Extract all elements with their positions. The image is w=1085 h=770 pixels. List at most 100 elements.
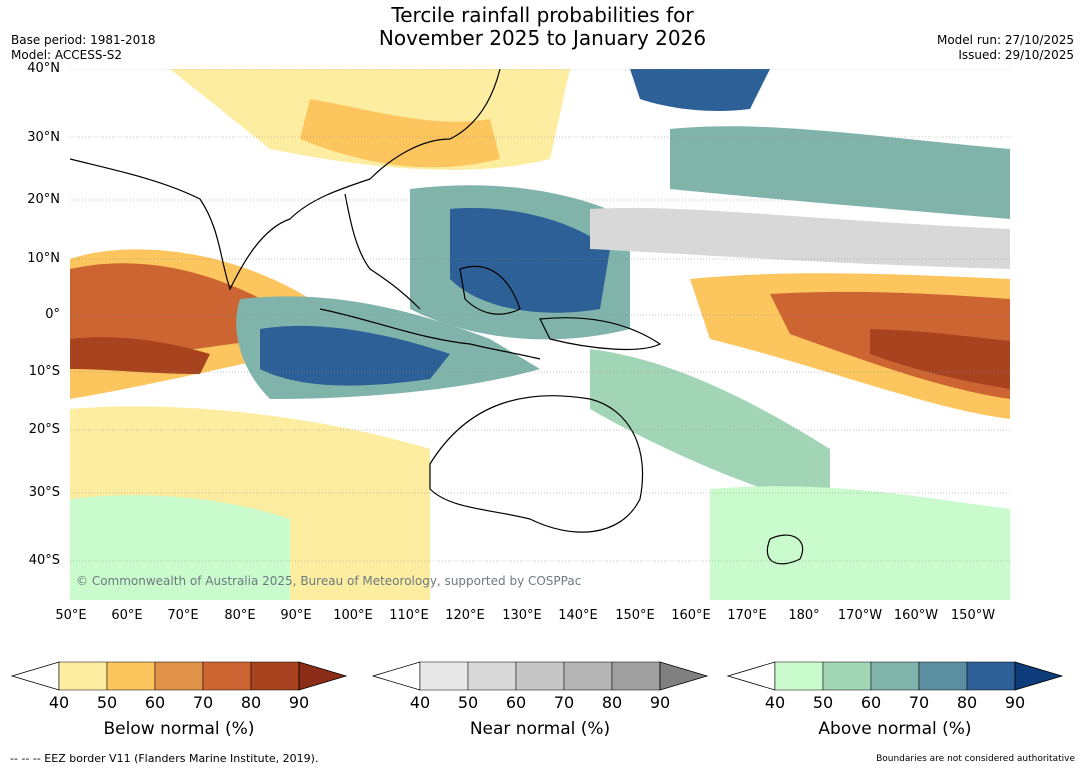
lon-label-170e: 170°E bbox=[727, 608, 767, 623]
cb2-tick: 40 bbox=[409, 693, 431, 712]
near-normal-band bbox=[590, 208, 1010, 269]
model-run: Model run: 27/10/2025 bbox=[936, 33, 1074, 47]
colorbar-label-above: Above normal (%) bbox=[818, 719, 972, 739]
base-period: Base period: 1981-2018 bbox=[11, 33, 156, 47]
above-north-pacific-core bbox=[630, 69, 770, 111]
cb3-tick: 50 bbox=[812, 693, 834, 712]
below-core-west-2 bbox=[70, 337, 210, 374]
lon-label-100e: 100°E bbox=[333, 608, 373, 623]
cb2-right-tri bbox=[659, 661, 709, 691]
probability-fields bbox=[70, 69, 1010, 600]
cb1-seg-60 bbox=[154, 661, 204, 691]
cb2-tick: 60 bbox=[505, 693, 527, 712]
cb1-tick: 70 bbox=[192, 693, 214, 712]
cb2-seg-60 bbox=[515, 661, 565, 691]
map-svg bbox=[69, 68, 1010, 600]
lon-label-120e: 120°E bbox=[445, 608, 485, 623]
lon-label-50e: 50°E bbox=[55, 608, 87, 623]
model-name: Model: ACCESS-S2 bbox=[11, 48, 123, 62]
cb2-tick: 80 bbox=[601, 693, 623, 712]
lat-label-40s: 40°S bbox=[28, 553, 60, 568]
lon-label-60e: 60°E bbox=[111, 608, 143, 623]
above-north-pacific bbox=[670, 126, 1010, 219]
coast-borneo bbox=[459, 265, 521, 315]
meta-left: Base period: 1981-2018 Model: ACCESS-S2 bbox=[11, 33, 156, 63]
coast-sumatra-java bbox=[319, 308, 541, 360]
lon-label-90e: 90°E bbox=[280, 608, 312, 623]
cb2-seg-50 bbox=[467, 661, 517, 691]
lon-label-80e: 80°E bbox=[224, 608, 256, 623]
gridlines bbox=[70, 68, 1010, 562]
cb3-right-tri bbox=[1014, 661, 1064, 691]
cb3-tick: 80 bbox=[956, 693, 978, 712]
title-line-1: Tercile rainfall probabilities for bbox=[391, 3, 694, 27]
map-panel: © Commonwealth of Australia 2025, Bureau… bbox=[69, 68, 1010, 600]
lat-label-20n: 20°N bbox=[27, 192, 60, 207]
lon-label-180: 180° bbox=[788, 608, 820, 623]
title-line-2: November 2025 to January 2026 bbox=[378, 26, 707, 50]
colorbar-near-normal bbox=[371, 661, 709, 691]
coast-indochina bbox=[344, 193, 421, 310]
colorbar-label-near: Near normal (%) bbox=[469, 719, 611, 739]
lon-label-150e: 150°E bbox=[615, 608, 655, 623]
colorbar-above-normal bbox=[726, 661, 1064, 691]
below-north-core bbox=[300, 99, 500, 168]
above-south-east bbox=[710, 486, 1010, 600]
cb3-tick: 90 bbox=[1004, 693, 1026, 712]
cb2-tick: 50 bbox=[457, 693, 479, 712]
lat-label-30s: 30°S bbox=[28, 485, 60, 500]
coast-asia bbox=[69, 68, 501, 291]
cb3-tick: 40 bbox=[764, 693, 786, 712]
above-south-west bbox=[70, 495, 290, 600]
cb1-left-tri bbox=[10, 661, 60, 691]
cb2-tick: 70 bbox=[553, 693, 575, 712]
cb3-tick: 60 bbox=[860, 693, 882, 712]
cb2-seg-40 bbox=[419, 661, 469, 691]
lat-label-40n: 40°N bbox=[27, 61, 60, 76]
cb1-seg-80 bbox=[250, 661, 300, 691]
lat-label-20s: 20°S bbox=[28, 422, 60, 437]
cb3-tick: 70 bbox=[908, 693, 930, 712]
lon-label-140e: 140°E bbox=[558, 608, 598, 623]
cb3-seg-80 bbox=[966, 661, 1016, 691]
cb1-tick: 80 bbox=[240, 693, 262, 712]
lat-label-10s: 10°S bbox=[28, 364, 60, 379]
below-core-east-2 bbox=[870, 329, 1010, 389]
lon-label-70e: 70°E bbox=[167, 608, 199, 623]
map-title: Tercile rainfall probabilities for Novem… bbox=[0, 4, 1085, 50]
lat-label-10n: 10°N bbox=[27, 251, 60, 266]
cb1-tick: 50 bbox=[96, 693, 118, 712]
coast-new-zealand bbox=[766, 534, 804, 565]
lon-label-160e: 160°E bbox=[671, 608, 711, 623]
lon-label-110e: 110°E bbox=[389, 608, 429, 623]
cb3-seg-40 bbox=[774, 661, 824, 691]
colorbars bbox=[10, 661, 1064, 691]
lat-label-30n: 30°N bbox=[27, 130, 60, 145]
boundaries-disclaimer: Boundaries are not considered authoritat… bbox=[876, 754, 1075, 764]
issued-date: Issued: 29/10/2025 bbox=[958, 48, 1074, 62]
cb1-tick: 40 bbox=[48, 693, 70, 712]
cb3-seg-60 bbox=[870, 661, 920, 691]
eez-border-note: -- -- -- EEZ border V11 (Flanders Marine… bbox=[10, 752, 319, 765]
cb1-tick: 90 bbox=[288, 693, 310, 712]
cb3-left-tri bbox=[726, 661, 776, 691]
cb1-seg-40 bbox=[58, 661, 108, 691]
colorbar-label-below: Below normal (%) bbox=[103, 719, 255, 739]
cb2-left-tri bbox=[371, 661, 421, 691]
cb1-tick: 60 bbox=[144, 693, 166, 712]
above-maritime-core bbox=[450, 208, 610, 313]
cb3-seg-70 bbox=[918, 661, 968, 691]
cb1-seg-50 bbox=[106, 661, 156, 691]
above-indian-core bbox=[260, 325, 450, 386]
cb2-tick: 90 bbox=[649, 693, 671, 712]
lon-label-130e: 130°E bbox=[502, 608, 542, 623]
cb2-seg-70 bbox=[563, 661, 613, 691]
lon-label-160w: 160°W bbox=[893, 608, 939, 623]
copyright-notice: © Commonwealth of Australia 2025, Bureau… bbox=[76, 574, 582, 588]
coast-new-guinea bbox=[539, 317, 662, 351]
lon-label-150w: 150°W bbox=[950, 608, 996, 623]
lon-label-170w: 170°W bbox=[837, 608, 883, 623]
cb2-seg-80 bbox=[611, 661, 661, 691]
colorbar-below-normal bbox=[10, 661, 348, 691]
meta-right: Model run: 27/10/2025 Issued: 29/10/2025 bbox=[937, 33, 1074, 63]
